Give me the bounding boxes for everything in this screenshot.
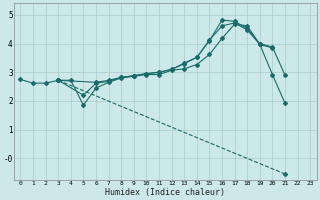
X-axis label: Humidex (Indice chaleur): Humidex (Indice chaleur): [105, 188, 225, 197]
